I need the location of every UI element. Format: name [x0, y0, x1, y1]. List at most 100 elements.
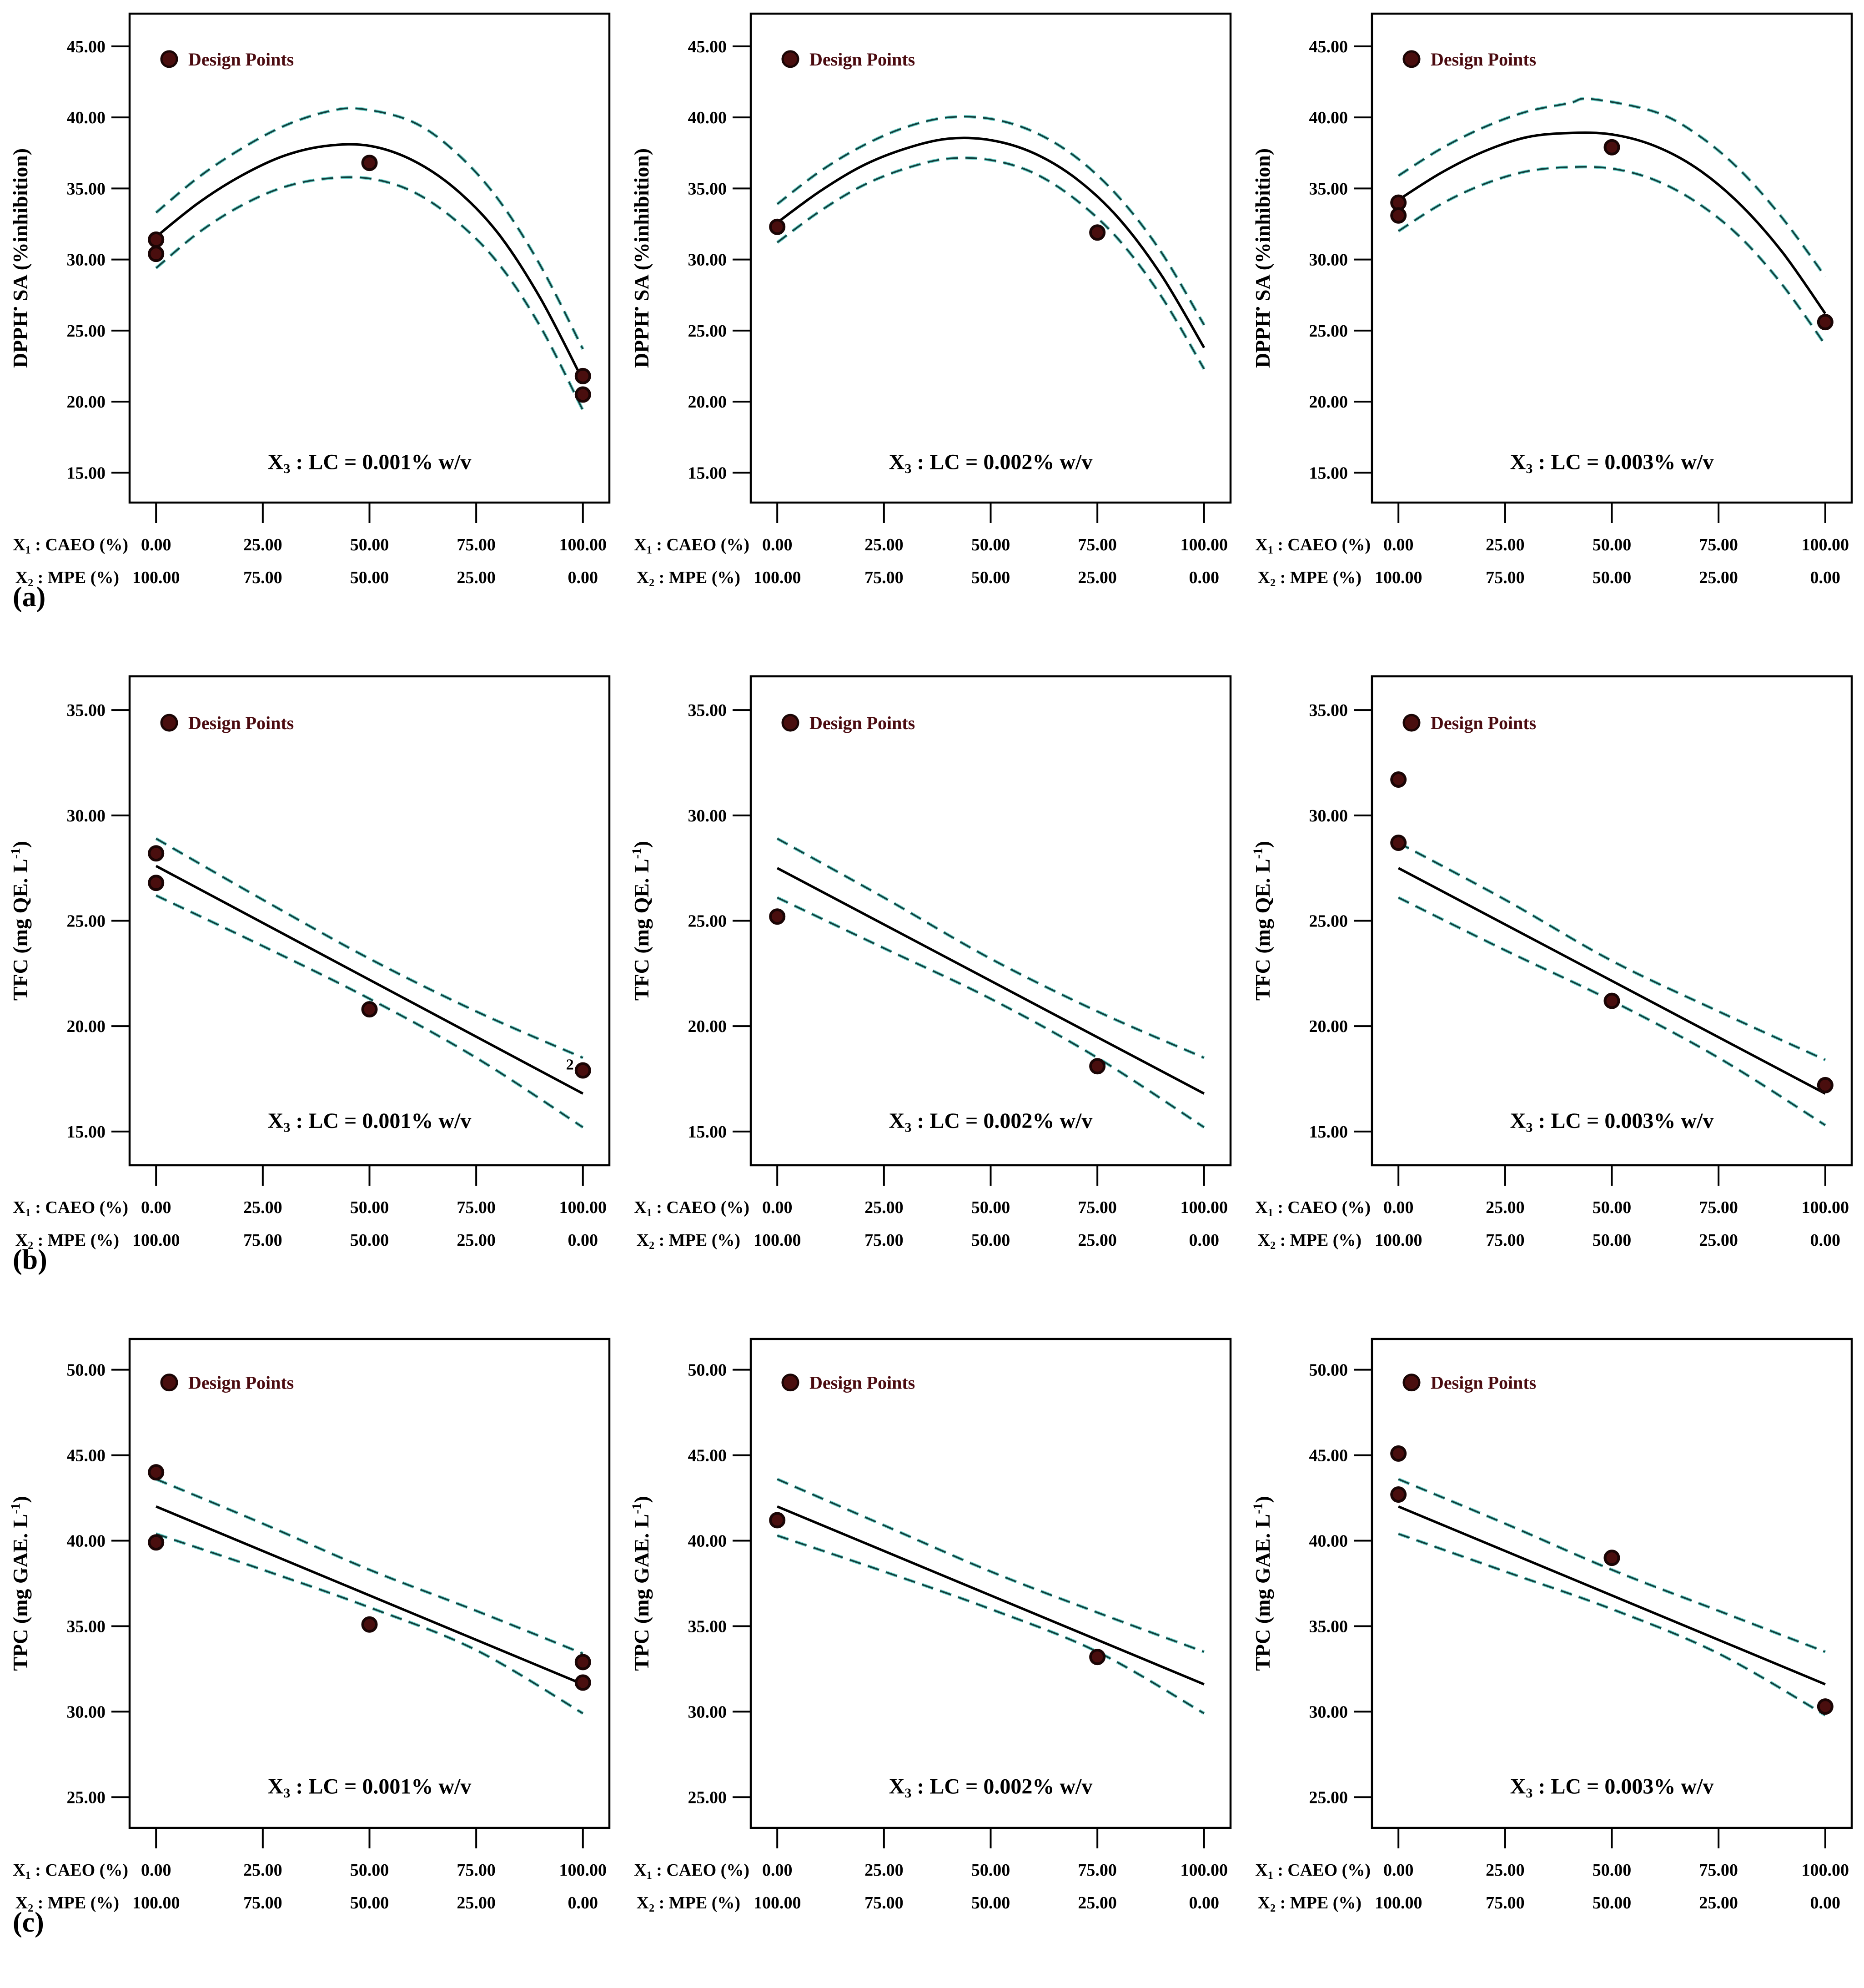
design-point: [574, 1654, 591, 1671]
design-point: [769, 1512, 786, 1529]
confidence-band-upper: [1398, 842, 1826, 1061]
y-tick-label: 20.00: [688, 393, 727, 412]
legend-label: Design Points: [809, 49, 915, 70]
y-tick-label: 45.00: [67, 37, 106, 56]
x2-tick-label: 25.00: [457, 1893, 496, 1913]
legend-marker: [160, 714, 178, 732]
fit-line: [776, 867, 1205, 1095]
y-tick-label: 30.00: [1309, 1702, 1348, 1721]
legend-marker: [781, 714, 799, 732]
x2-tick-label: 50.00: [1593, 568, 1632, 587]
y-tick-label: 25.00: [688, 1788, 727, 1807]
confidence-band-lower: [1398, 1533, 1826, 1716]
slice-annotation: X3 : LC = 0.001% w/v: [268, 450, 472, 476]
x2-tick-label: 75.00: [1486, 568, 1525, 587]
chart-canvas-tpc-lc003: 25.00 30.00 35.00 40.00 45.00 50.00 0.00 25.00 5…: [1251, 1338, 1853, 1914]
plot-border: [1371, 12, 1853, 504]
x1-axis-name: X1 : CAEO (%): [13, 1861, 128, 1882]
design-point: [361, 1001, 378, 1018]
x1-tick-label: 50.00: [1593, 535, 1632, 554]
y-tick-label: 30.00: [67, 1702, 106, 1721]
x2-axis-name: X2 : MPE (%): [637, 1893, 740, 1914]
design-point-count-label: 2: [566, 1056, 574, 1073]
design-point: [148, 246, 165, 262]
y-tick-label: 50.00: [688, 1361, 727, 1380]
fit-line: [156, 1505, 583, 1686]
y-tick-label: 30.00: [67, 806, 106, 825]
design-point: [148, 1534, 165, 1551]
y-tick-label: 20.00: [67, 393, 106, 412]
y-tick-label: 15.00: [688, 1122, 727, 1142]
y-tick-label: 40.00: [688, 1532, 727, 1551]
chart-dpph-lc001: 15.00 20.00 25.00 30.00 35.00 40.00 45.00 0.00 2…: [0, 0, 621, 663]
y-tick-label: 45.00: [1309, 37, 1348, 56]
row-label-c: (c): [13, 1907, 44, 1938]
x2-tick-label: 25.00: [457, 568, 496, 587]
y-tick-label: 50.00: [1309, 1361, 1348, 1380]
legend-marker: [781, 1374, 799, 1392]
chart-canvas-dpph-lc001: 15.00 20.00 25.00 30.00 35.00 40.00 45.00 0.00 2…: [8, 12, 611, 589]
y-axis-title: DPPH• SA (%inhibition): [1251, 148, 1274, 368]
x2-axis-name: X2 : MPE (%): [15, 1231, 119, 1252]
y-tick-label: 40.00: [67, 1532, 106, 1551]
slice-annotation: X3 : LC = 0.002% w/v: [889, 450, 1093, 476]
y-tick-label: 20.00: [67, 1017, 106, 1036]
design-point: [574, 386, 591, 403]
legend-marker: [1402, 1374, 1421, 1392]
x1-tick-label: 100.00: [1802, 1198, 1849, 1217]
chart-dpph-lc003: 15.00 20.00 25.00 30.00 35.00 40.00 45.00 0.00 2…: [1242, 0, 1864, 663]
x1-tick-label: 100.00: [1802, 1861, 1849, 1880]
y-tick-label: 25.00: [67, 322, 106, 341]
x1-tick-label: 75.00: [1699, 1198, 1738, 1217]
plot-border: [128, 1338, 611, 1829]
x2-tick-label: 75.00: [243, 568, 282, 587]
x2-tick-label: 0.00: [568, 1893, 598, 1913]
chart-tpc-lc001: 25.00 30.00 35.00 40.00 45.00 50.00 0.00 25.00 5…: [0, 1325, 621, 1988]
x2-tick-label: 75.00: [864, 1231, 904, 1250]
plot-border: [1371, 675, 1853, 1167]
x1-tick-label: 0.00: [762, 535, 793, 554]
legend-label: Design Points: [188, 1373, 294, 1393]
x2-tick-label: 75.00: [243, 1231, 282, 1250]
chart-tpc-lc003: 25.00 30.00 35.00 40.00 45.00 50.00 0.00 25.00 5…: [1242, 1325, 1864, 1988]
design-point: [361, 155, 378, 171]
x1-tick-label: 75.00: [457, 1198, 496, 1217]
design-point: [1390, 835, 1407, 851]
x1-tick-label: 25.00: [1486, 1861, 1525, 1880]
confidence-band-lower: [777, 1535, 1205, 1714]
design-point: [1089, 1058, 1106, 1075]
plot-border: [749, 675, 1232, 1167]
fit-line: [1397, 867, 1826, 1095]
y-tick-label: 15.00: [1309, 1122, 1348, 1142]
y-tick-label: 40.00: [1309, 108, 1348, 127]
y-axis-title: DPPH• SA (%inhibition): [8, 148, 32, 368]
design-point: [148, 845, 165, 862]
x1-axis-name: X1 : CAEO (%): [1255, 1861, 1371, 1882]
y-tick-label: 25.00: [688, 322, 727, 341]
y-tick-label: 30.00: [688, 251, 727, 270]
x1-tick-label: 50.00: [350, 535, 389, 554]
x1-tick-label: 50.00: [350, 1861, 389, 1880]
design-point: [1390, 1445, 1407, 1462]
y-axis-title: TFC (mg QE. L-1): [8, 841, 32, 1001]
design-point: [1390, 207, 1407, 224]
confidence-band-lower: [777, 157, 1205, 370]
x1-tick-label: 75.00: [457, 1861, 496, 1880]
y-tick-label: 35.00: [67, 179, 106, 198]
x1-tick-label: 0.00: [1383, 535, 1414, 554]
design-point: [148, 231, 165, 248]
x1-tick-label: 100.00: [559, 1861, 607, 1880]
legend-marker: [1402, 50, 1421, 68]
confidence-band-upper: [1398, 1478, 1826, 1653]
slice-annotation: X3 : LC = 0.003% w/v: [1510, 1774, 1714, 1801]
confidence-band-upper: [777, 116, 1205, 326]
confidence-band-upper: [156, 838, 583, 1059]
x2-tick-label: 0.00: [1189, 1231, 1220, 1250]
x2-tick-label: 75.00: [1486, 1893, 1525, 1913]
x1-tick-label: 25.00: [1486, 1198, 1525, 1217]
x1-tick-label: 50.00: [350, 1198, 389, 1217]
y-tick-label: 30.00: [1309, 806, 1348, 825]
x2-tick-label: 50.00: [971, 568, 1010, 587]
design-point: [769, 218, 786, 235]
